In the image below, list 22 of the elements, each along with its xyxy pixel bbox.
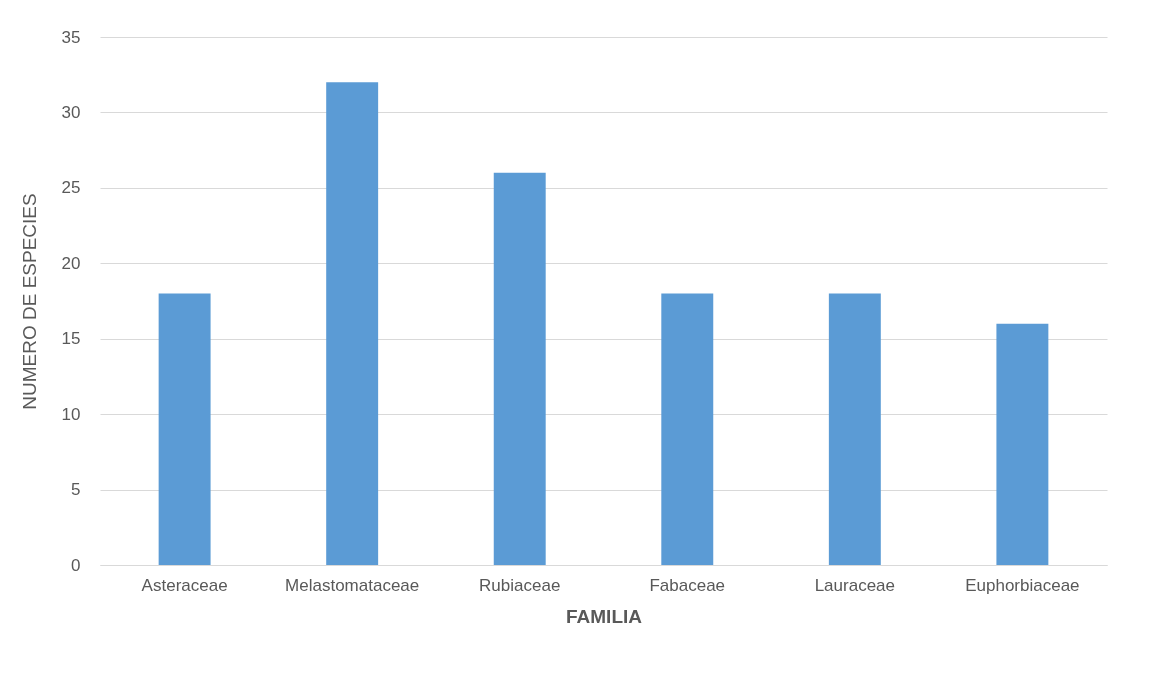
x-tick-label: Euphorbiaceae <box>965 575 1080 595</box>
x-axis-title: FAMILIA <box>566 605 643 627</box>
y-tick-label: 35 <box>61 27 81 47</box>
bar <box>326 82 379 565</box>
y-axis-title: NUMERO DE ESPECIES <box>18 193 40 410</box>
y-tick-label: 5 <box>71 480 81 500</box>
bar <box>661 293 714 565</box>
x-tick-label: Fabaceae <box>649 575 726 595</box>
x-tick-label: Asteraceae <box>141 575 228 595</box>
bar <box>996 323 1049 565</box>
y-tick-label: 0 <box>71 555 81 575</box>
y-tick-label: 20 <box>61 253 81 273</box>
x-tick-label: Melastomataceae <box>285 575 420 595</box>
bar <box>493 172 546 565</box>
y-tick-label: 15 <box>61 329 81 349</box>
y-tick-label: 10 <box>61 404 81 424</box>
x-tick-label: Lauraceae <box>814 575 895 595</box>
x-tick-label: Rubiaceae <box>479 575 561 595</box>
y-tick-label: 30 <box>61 102 81 122</box>
y-tick-label: 25 <box>61 178 81 198</box>
bar <box>158 293 211 565</box>
bar <box>828 293 881 565</box>
